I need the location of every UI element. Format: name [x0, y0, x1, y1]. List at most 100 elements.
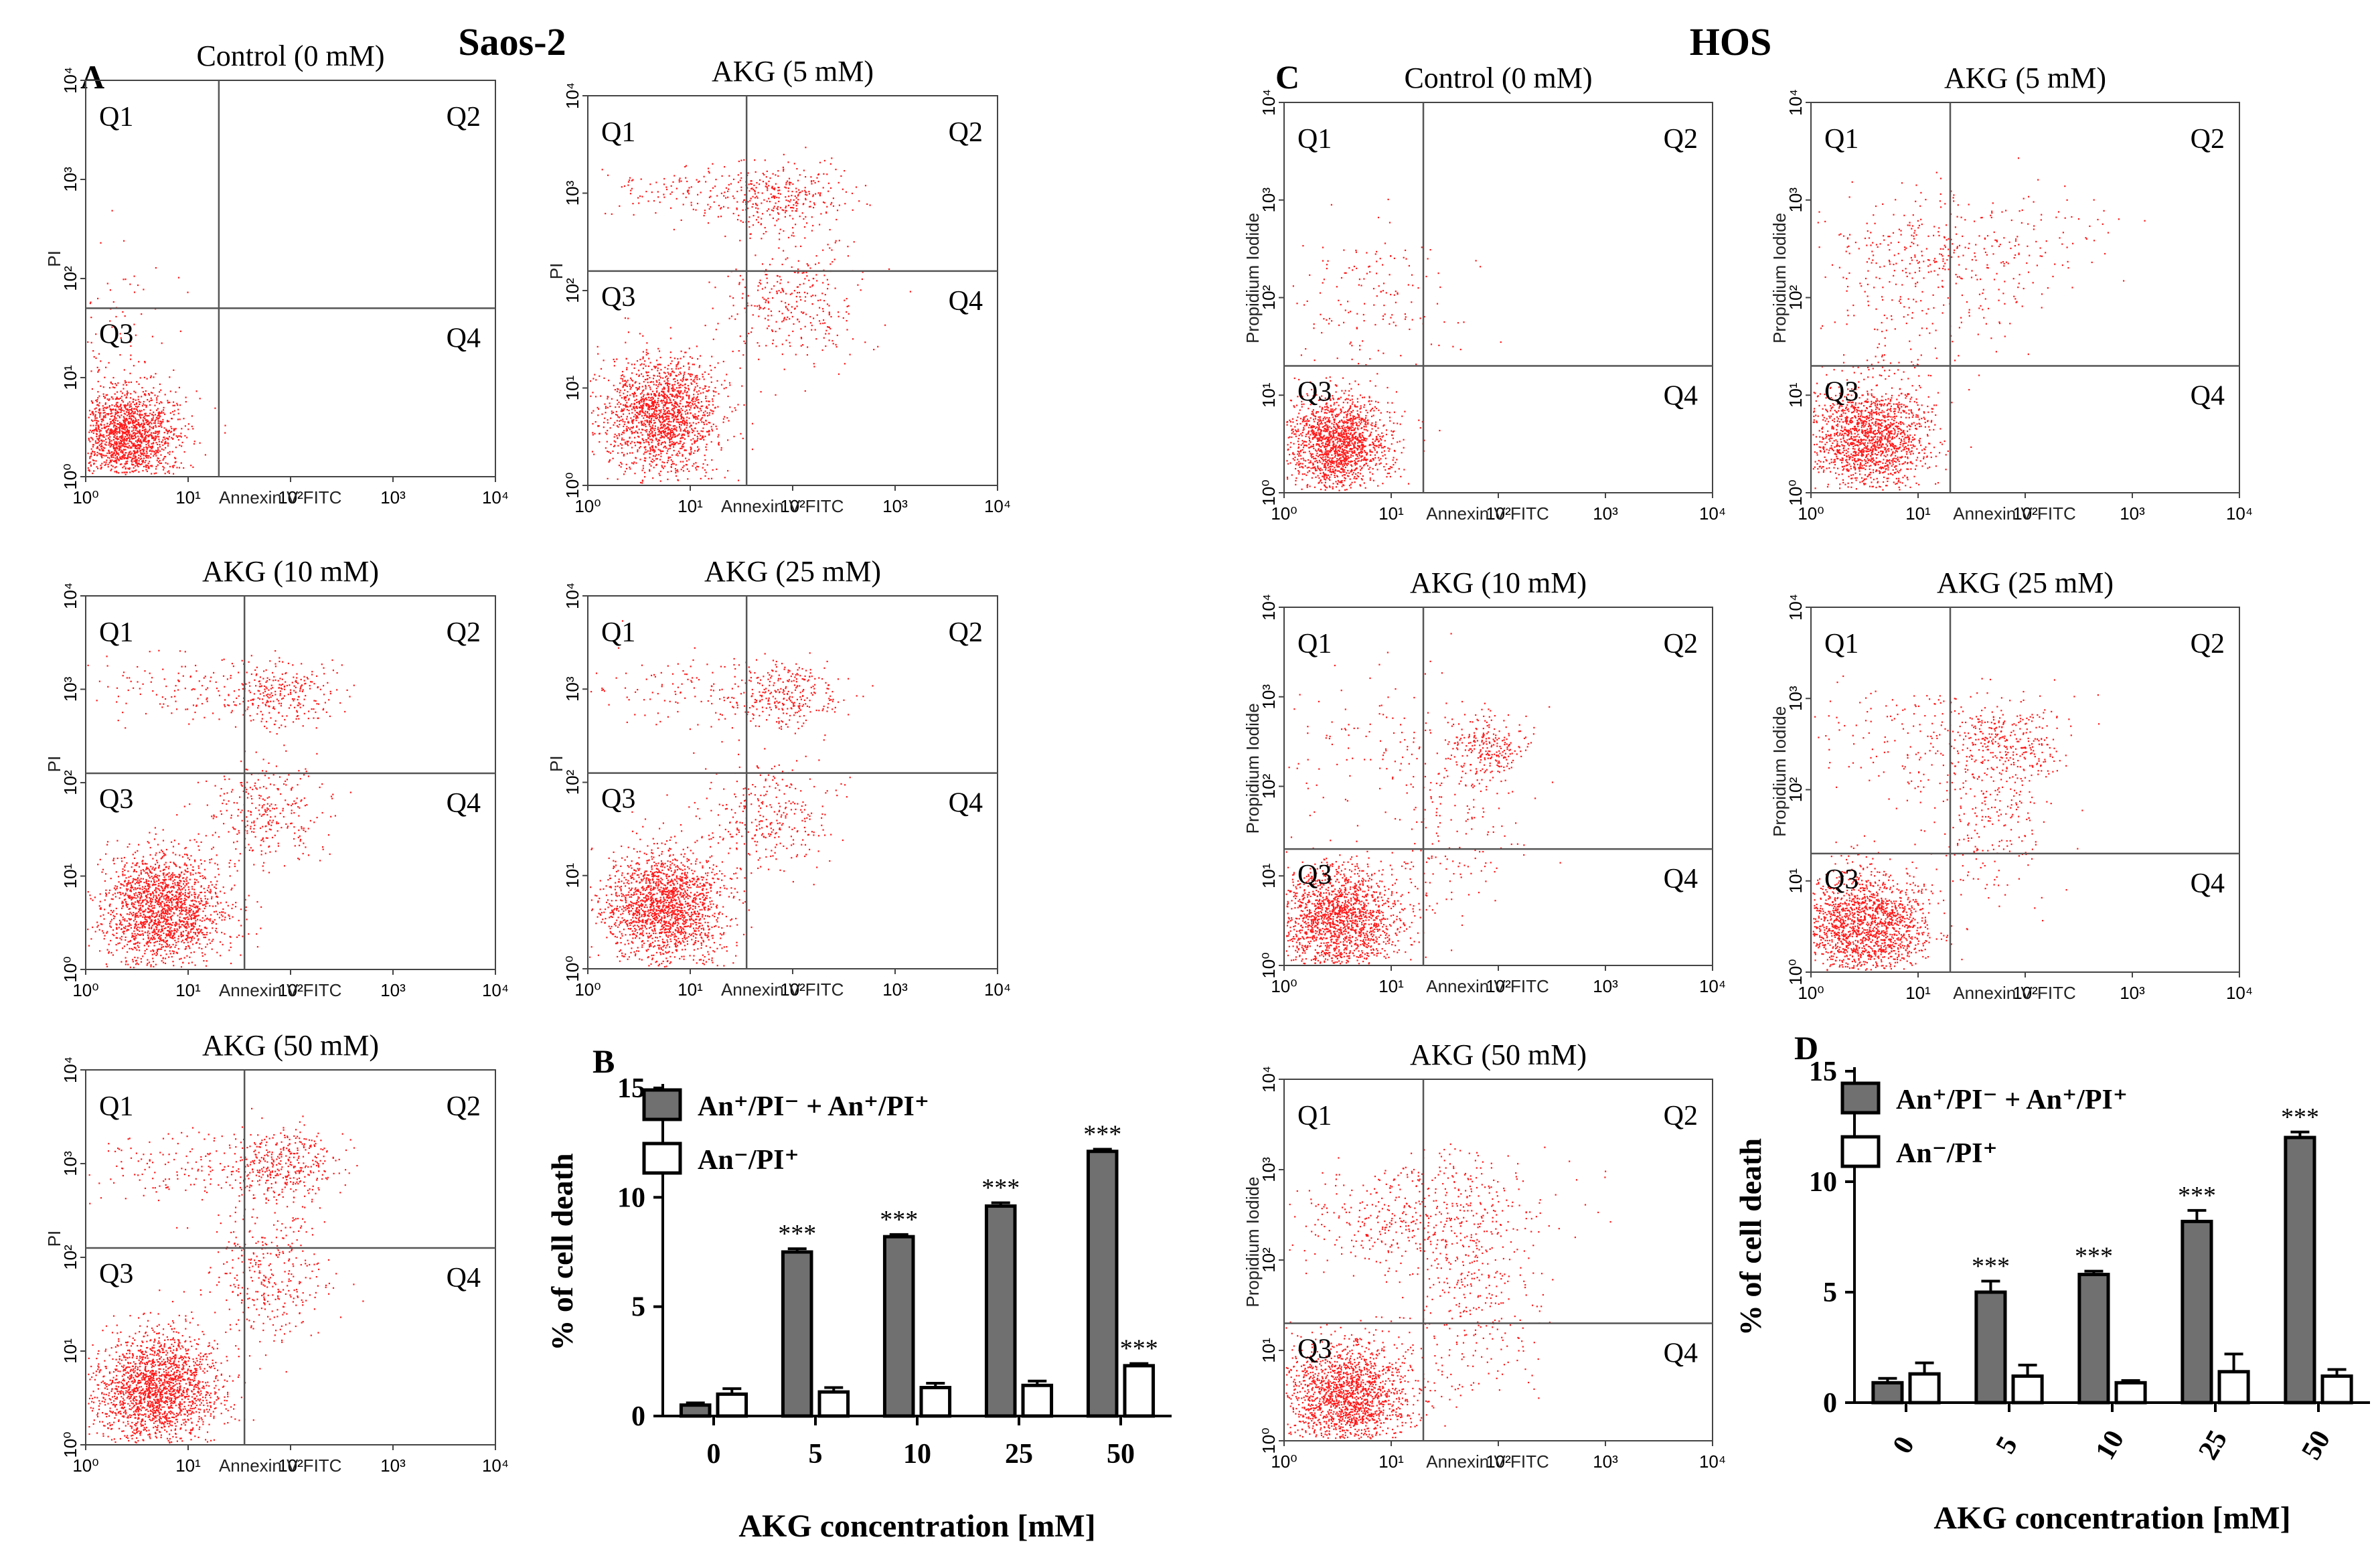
scatter-point [99, 414, 100, 416]
scatter-point [101, 446, 102, 447]
scatter-point [789, 215, 791, 216]
scatter-point [151, 473, 152, 475]
scatter-point [811, 180, 812, 181]
scatter-point [626, 426, 627, 427]
scatter-point [693, 209, 694, 210]
scatter-point [654, 416, 655, 417]
scatter-point [141, 443, 143, 444]
scatter-point [634, 473, 635, 474]
scatter-point [652, 402, 653, 404]
scatter-point [813, 207, 814, 208]
scatter-point [124, 422, 125, 423]
scatter-point [130, 359, 131, 360]
scatter-point [230, 943, 231, 944]
scatter-point [114, 433, 115, 434]
scatter-point [660, 411, 661, 412]
scatter-point [155, 852, 157, 854]
scatter-point [663, 197, 665, 198]
scatter-point [110, 460, 111, 461]
scatter-point [109, 424, 110, 425]
scatter-point [656, 360, 657, 361]
scatter-point [124, 874, 125, 876]
scatter-point [665, 402, 666, 403]
scatter-point [198, 901, 200, 903]
quadrant-q1: Q1 [99, 102, 133, 133]
scatter-point [699, 378, 700, 380]
scatter-point [828, 305, 829, 307]
scatter-point [703, 463, 704, 465]
scatter-point [151, 376, 152, 377]
scatter-point [131, 408, 133, 409]
scatter-point [767, 201, 768, 202]
scatter-point [702, 392, 704, 393]
scatter-point [779, 276, 781, 277]
scatter-point [798, 189, 799, 191]
scatter-point [748, 190, 750, 191]
scatter-point [632, 452, 633, 453]
scatter-point [125, 380, 126, 382]
scatter-point [121, 445, 122, 447]
scatter-point [708, 282, 710, 283]
scatter-point [180, 433, 181, 434]
scatter-point [795, 246, 796, 247]
scatter-point [661, 400, 663, 402]
scatter-point [691, 186, 692, 187]
scatter-point [591, 412, 592, 414]
scatter-point [664, 405, 665, 406]
scatter-point [123, 428, 125, 430]
scatter-point [155, 424, 156, 426]
scatter-point [634, 400, 635, 401]
scatter-point [121, 438, 122, 439]
scatter-point [200, 398, 201, 399]
scatter-point [129, 434, 131, 435]
scatter-point [842, 189, 844, 190]
scatter-point [657, 434, 659, 435]
scatter-point [127, 907, 128, 908]
scatter-point [188, 933, 189, 935]
scatter-point [780, 292, 781, 293]
scatter-point [791, 266, 793, 268]
scatter-point [133, 436, 134, 437]
scatter-point [669, 439, 670, 440]
scatter-point [207, 890, 208, 891]
scatter-point [139, 875, 140, 876]
x-tick-label: 10³ [380, 487, 406, 507]
scatter-point [143, 424, 144, 426]
scatter-point [623, 408, 625, 410]
scatter-point [185, 889, 186, 890]
scatter-point [768, 198, 769, 200]
scatter-point [713, 410, 714, 412]
scatter-point [165, 428, 167, 430]
scatter-point [140, 439, 141, 441]
scatter-point [759, 309, 760, 310]
scatter-point [110, 921, 111, 922]
scatter-point [199, 903, 200, 905]
scatter-point [653, 408, 654, 410]
scatter-point [653, 384, 655, 385]
scatter-point [686, 424, 688, 426]
scatter-point [661, 467, 663, 468]
scatter-point [159, 875, 160, 876]
scatter-point [645, 397, 647, 398]
scatter-point [105, 367, 106, 368]
scatter-point [127, 431, 128, 433]
scatter-point [758, 359, 759, 360]
scatter-point [624, 421, 625, 422]
scatter-point [804, 190, 805, 191]
scatter-point [678, 435, 679, 436]
scatter-point [620, 403, 621, 404]
scatter-point [138, 892, 139, 893]
scatter-point [806, 275, 807, 277]
scatter-point [96, 422, 97, 423]
scatter-point [819, 320, 820, 321]
scatter-point [157, 451, 158, 452]
scatter-point [215, 892, 216, 893]
scatter-point [110, 446, 111, 447]
scatter-point [789, 342, 790, 343]
scatter-point [696, 377, 698, 378]
scatter-point [810, 322, 811, 323]
scatter-point [130, 355, 131, 356]
scatter-point [131, 403, 132, 404]
scatter-point [669, 441, 671, 443]
scatter-point [744, 194, 746, 195]
